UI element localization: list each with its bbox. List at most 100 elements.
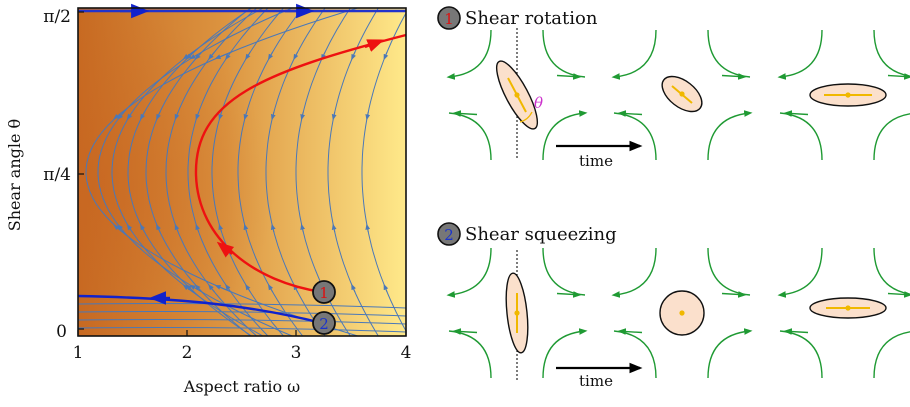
flow-line (779, 330, 823, 379)
streamline-arrow (243, 111, 249, 121)
panel-1-title: Shear rotation (465, 8, 598, 29)
streamline-arrow (140, 223, 146, 233)
flow-field-1c (777, 29, 910, 161)
x-tick-3: 3 (291, 343, 302, 363)
streamline-arrow (117, 224, 125, 233)
streamline (78, 327, 406, 333)
streamline-arrow (174, 223, 180, 233)
x-axis-label: Aspect ratio ω (183, 377, 300, 396)
streamline-arrow (126, 224, 133, 233)
flow-line (783, 328, 809, 335)
flow-field-1a (446, 29, 588, 161)
streamline-arrow (300, 223, 305, 233)
streamline-arrow (208, 284, 215, 293)
flow-field-2a (446, 247, 588, 379)
streamline-arrow (140, 111, 146, 121)
streamline-arrow (270, 223, 276, 233)
flow-line (617, 110, 643, 117)
streamline (187, 8, 269, 336)
panel-1-badge: 1 (437, 6, 461, 30)
flow-line (707, 110, 753, 161)
streamline (78, 311, 406, 317)
time-label-1: time (579, 152, 613, 170)
flow-line (446, 29, 492, 80)
angle-label: θ (534, 94, 543, 112)
panel-2-number: 2 (444, 226, 454, 244)
streamline-arrow (225, 284, 232, 293)
flow-line (707, 29, 751, 78)
flow-line (556, 73, 582, 80)
streamline (145, 8, 252, 336)
y-axis (78, 11, 84, 330)
plot-frame (77, 7, 407, 337)
ellipse-horizontal (809, 297, 887, 319)
flow-line (887, 73, 910, 80)
ellipse-tilted: θ (495, 28, 543, 160)
flow-line (613, 112, 657, 161)
flow-field-2c (777, 247, 910, 379)
y-tick-pi4: π/4 (43, 165, 71, 185)
streamlines (78, 8, 406, 336)
x-tick-4: 4 (401, 343, 412, 363)
streamline-arrow (351, 283, 356, 293)
streamline-arrow (225, 51, 232, 60)
flow-line (542, 110, 588, 161)
flow-line (721, 73, 747, 80)
streamline-arrow (365, 223, 371, 233)
streamline-arrow (174, 111, 180, 121)
streamline (327, 8, 379, 336)
circle-squeezed (659, 290, 705, 336)
flow-line (873, 110, 910, 161)
flow-line (611, 29, 657, 80)
streamline (265, 8, 326, 336)
flow-line (446, 247, 492, 298)
time-arrow-2: time (556, 362, 643, 390)
streamline-arrow (218, 111, 224, 121)
streamline-arrow (383, 51, 389, 61)
y-tick-pi2: π/2 (43, 7, 71, 27)
streamline-arrow (156, 111, 161, 121)
time-label-2: time (579, 372, 613, 390)
ellipse-aligned (809, 83, 887, 107)
flow-line (613, 330, 657, 379)
x-tick-1: 1 (73, 343, 84, 363)
streamline-arrow (185, 284, 195, 293)
streamline (165, 8, 258, 336)
streamline-arrow (270, 111, 276, 121)
streamline (127, 8, 253, 336)
x-axis (77, 330, 407, 336)
streamline (85, 8, 360, 336)
streamline-arrow (117, 111, 125, 120)
panel-shear-rotation: 1 Shear rotation θ time (437, 6, 910, 170)
panel-2-badge: 2 (437, 222, 461, 246)
streamline-arrow (214, 285, 232, 293)
flow-line (611, 247, 657, 298)
streamline-arrow (365, 111, 371, 121)
flow-line (873, 328, 910, 379)
panel-1-number: 1 (444, 10, 454, 28)
flow-line (556, 291, 582, 298)
streamline-arrow (214, 51, 232, 59)
flow-line (452, 110, 478, 117)
streamline-arrow (267, 283, 274, 293)
flow-line (707, 247, 751, 296)
flow-field-2b (611, 247, 753, 379)
flow-line (873, 247, 910, 295)
streamline-arrow (331, 111, 337, 121)
y-axis-label: Shear angle θ (5, 119, 24, 231)
flow-field-1b (611, 29, 753, 161)
streamline-arrow (156, 223, 161, 233)
streamline-arrow (208, 51, 215, 60)
streamline-arrow (331, 223, 337, 233)
flow-line (542, 328, 588, 379)
streamline (361, 12, 406, 332)
streamline-arrow (293, 51, 299, 61)
streamline (211, 8, 285, 336)
flow-line (707, 328, 753, 379)
panel-shear-squeezing: 2 Shear squeezing time (437, 222, 910, 390)
streamline (78, 319, 406, 325)
flow-line (783, 110, 809, 117)
streamline-arrow (126, 111, 133, 120)
flow-line (617, 328, 643, 335)
